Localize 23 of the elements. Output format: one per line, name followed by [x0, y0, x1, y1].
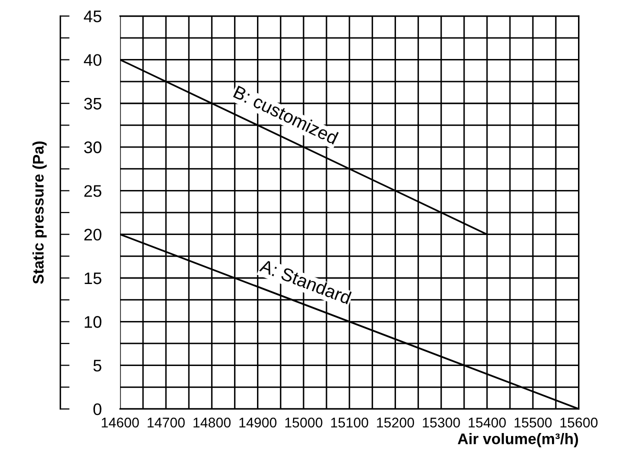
x-axis-title: Air volume(m³/h)	[458, 433, 578, 448]
y-tick-label: 10	[84, 316, 102, 328]
x-tick-label: 14900	[239, 418, 276, 428]
x-tick-label: 14600	[102, 418, 139, 428]
y-axis-title: Static pressure (Pa)	[32, 142, 47, 284]
y-tick-label: 20	[84, 228, 102, 241]
y-tick-label: 15	[84, 272, 102, 284]
y-tick-label: 30	[84, 141, 102, 154]
x-tick-label: 15100	[331, 418, 368, 428]
y-tick-label: 35	[84, 98, 102, 110]
y-tick-label: 40	[84, 54, 102, 66]
x-tick-label: 15300	[422, 418, 460, 428]
y-tick-label: 0	[93, 403, 102, 416]
x-tick-label: 15400	[468, 418, 506, 428]
x-tick-label: 14700	[148, 418, 185, 428]
x-tick-label: 15200	[377, 418, 414, 428]
x-tick-label: 15600	[560, 418, 598, 428]
x-tick-label: 15000	[285, 418, 322, 428]
x-tick-label: 14800	[194, 418, 231, 428]
y-tick-label: 5	[93, 360, 102, 372]
x-tick-label: 15500	[514, 418, 552, 428]
y-tick-label: 25	[84, 185, 102, 197]
y-tick-label: 45	[84, 10, 102, 22]
